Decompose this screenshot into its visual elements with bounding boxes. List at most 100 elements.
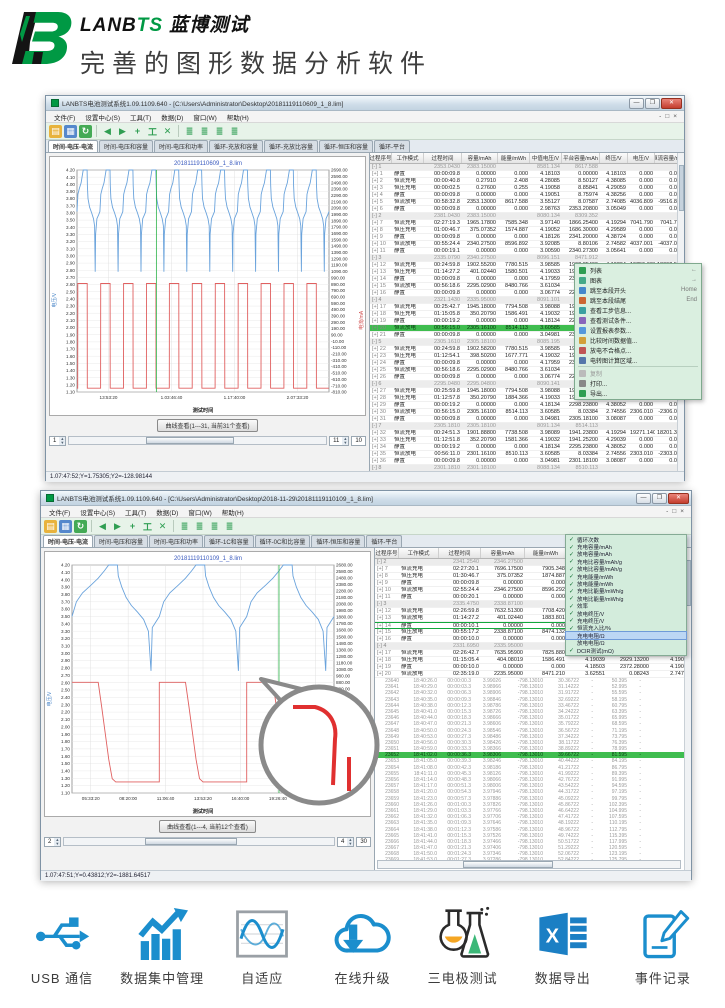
column-header[interactable]: 平台容量/mAh <box>562 153 600 163</box>
tree-toggle[interactable]: [+] 27 <box>372 388 386 394</box>
detail-row[interactable]: 23641 18:40:29.0 00:00:03.3 3.98966 -798.130… <box>375 684 691 691</box>
tree-toggle[interactable]: [+] 1 <box>372 171 383 177</box>
tree-toggle[interactable]: [+] 28 <box>372 395 386 401</box>
column-header[interactable]: 容量/mAh <box>481 548 525 558</box>
detail-row[interactable]: 23640 18:40:26.0 00:00:00.3 3.99026 -798.130… <box>375 678 691 685</box>
tab-4[interactable]: 循环-0C和比容量 <box>254 535 311 547</box>
layout-view-icon[interactable]: ≣ <box>230 125 239 136</box>
tree-toggle[interactable]: [+] 14 <box>372 276 386 282</box>
context-menu-item[interactable]: 跳至本段结尾 End <box>575 295 701 305</box>
context-menu-item[interactable]: 比较时间数据值... <box>575 335 701 345</box>
detail-row[interactable]: 23666 18:41:44.0 00:01:18.3 3.97466 -798.130… <box>375 838 691 846</box>
column-chooser-item[interactable]: ✓ 放电比能量/mWh/g <box>566 595 686 603</box>
minimize-button[interactable]: — <box>636 492 651 504</box>
chart-h-scrollbar[interactable] <box>68 436 328 445</box>
tree-toggle[interactable]: [+] 14 <box>377 623 391 628</box>
child-window-button[interactable]: - <box>666 508 669 515</box>
table-row[interactable]: [-] 3 2335.0790 2340.27500 8096.151 8471.912 <box>370 255 684 262</box>
column-header[interactable]: 电压/V <box>628 153 655 163</box>
table-row[interactable]: [+] 31 静置 00:00:09.8 0.00000 0.000 3.04981 230… <box>370 416 684 423</box>
save-icon[interactable]: ▦ <box>59 519 72 533</box>
column-header[interactable]: 工作模式 <box>399 548 439 558</box>
column-header[interactable]: 过程时间 <box>439 548 481 558</box>
tab-3[interactable]: 循环-1C和容量 <box>204 535 254 547</box>
detail-row[interactable]: 23650 18:40:56.0 00:00:30.3 3.98426 -798.130… <box>375 739 691 747</box>
chart-h-scrollbar[interactable] <box>63 837 335 846</box>
tab-5[interactable]: 循环-恒压和容量 <box>319 140 373 152</box>
scrollbar-thumb[interactable] <box>145 838 237 845</box>
tree-toggle[interactable]: [-] 2 <box>372 213 382 219</box>
tree-toggle[interactable]: [+] 15 <box>377 629 391 635</box>
curve-view-button[interactable]: 曲线查看(1---31, 当前31个查看) <box>157 419 258 432</box>
tree-toggle[interactable]: [+] 10 <box>377 587 391 593</box>
menu-item[interactable]: 设置中心(S) <box>80 509 115 517</box>
column-header[interactable]: 工作模式 <box>392 153 424 163</box>
tree-toggle[interactable]: [+] 35 <box>372 451 386 457</box>
menu-item[interactable]: 窗口(W) <box>193 114 217 122</box>
tree-toggle[interactable]: [-] 7 <box>372 423 382 429</box>
menu-item[interactable]: 工具(T) <box>124 509 147 517</box>
tree-toggle[interactable]: [+] 9 <box>377 580 388 586</box>
tree-toggle[interactable]: [+] 13 <box>377 615 391 621</box>
table-row[interactable]: [-] 8 2301.1810 2301.18100 8088.134 8510.113 <box>370 465 684 471</box>
table-row[interactable]: [+] 32 恒流充电 00:24:51.3 1901.88800 7738.508 3.… <box>370 430 684 437</box>
column-header[interactable]: 终压/V <box>600 153 628 163</box>
tree-toggle[interactable]: [+] 11 <box>372 248 386 254</box>
spinner-arrows[interactable]: ▲ ▼ <box>54 836 61 846</box>
column-header[interactable]: 中值电压/V <box>530 153 562 163</box>
tree-toggle[interactable]: [-] 6 <box>372 381 382 387</box>
column-header[interactable]: 过程序号 <box>375 548 399 558</box>
table-row[interactable]: [+] 11 静置 00:00:19.1 0.00000 0.000 3.00590 234… <box>370 248 684 255</box>
page-spinner-left[interactable]: 2 ▲ ▼ <box>44 836 62 847</box>
detail-row[interactable]: 23646 18:40:44.0 00:00:18.3 3.98666 -798.130… <box>375 715 691 722</box>
tree-toggle[interactable]: [+] 18 <box>377 657 391 663</box>
page-spinner-right[interactable]: 4 ▲ ▼ <box>337 836 355 847</box>
scrollbar-thumb[interactable] <box>679 165 684 211</box>
tree-toggle[interactable]: [+] 30 <box>372 409 386 415</box>
menu-item[interactable]: 帮助(H) <box>221 509 244 517</box>
table-row[interactable]: [-] 2 2381.0430 2383.15000 8080.134 8309.352 <box>370 213 684 220</box>
tree-toggle[interactable]: [+] 32 <box>372 430 386 436</box>
tree-toggle[interactable]: [+] 20 <box>372 325 386 331</box>
tree-toggle[interactable]: [+] 20 <box>377 671 391 677</box>
next-curve-icon[interactable]: ▶ <box>119 125 126 136</box>
detail-row[interactable]: 23659 18:41:23.0 00:00:57.3 3.97886 -798.130… <box>375 795 691 802</box>
tab-4[interactable]: 循环-充放比容量 <box>264 140 318 152</box>
column-chooser-item[interactable]: ✓ 循环次数 <box>566 536 686 544</box>
add-icon[interactable]: + <box>129 521 136 531</box>
table-row[interactable]: [+] 20 恒流放电 02:35:19.0 2235.95000 8471.210 3.… <box>375 671 691 678</box>
tab-0[interactable]: 时间-电压-电流 <box>43 535 93 547</box>
detail-row[interactable]: 23660 18:41:26.0 00:01:00.3 3.97826 -798.130… <box>375 801 691 808</box>
menu-item[interactable]: 帮助(H) <box>226 114 249 122</box>
child-window-button[interactable]: × <box>673 113 677 120</box>
detail-row[interactable]: 23643 18:40:35.0 00:00:09.3 3.98846 -798.130… <box>375 696 691 703</box>
detail-row[interactable]: 23657 18:41:17.0 00:00:51.3 3.98006 -798.130… <box>375 783 691 790</box>
menu-item[interactable]: 文件(F) <box>49 509 71 517</box>
column-header[interactable]: 过程序号 <box>370 153 392 163</box>
detail-row[interactable]: 23664 18:41:38.0 00:01:12.3 3.97586 -798.130… <box>375 826 691 833</box>
context-menu-item[interactable]: 打印... <box>575 378 701 388</box>
table-row[interactable]: [+] 7 恒流充电 02:27:19.3 1965.17800 7585.348 3.9… <box>370 220 684 227</box>
column-chooser-item[interactable]: ✓ 恒流充入比/% <box>566 625 686 633</box>
context-menu-item[interactable]: 设置报表参数... <box>575 325 701 335</box>
detail-row[interactable]: 23658 18:41:20.0 00:00:54.3 3.97946 -798.130… <box>375 789 691 796</box>
table-row[interactable]: [+] 30 恒流放电 00:56:15.0 2305.16100 8514.113 3.… <box>370 409 684 416</box>
detail-row[interactable]: 23665 18:41:41.0 00:01:15.3 3.97526 -798.130… <box>375 832 691 839</box>
column-chooser-item[interactable]: ✓ 放电比容量/mAh/g <box>566 566 686 574</box>
tree-toggle[interactable]: [+] 19 <box>377 664 391 670</box>
tree-toggle[interactable]: [-] 3 <box>372 255 382 261</box>
column-header[interactable]: 恒流容量/mAh <box>655 153 684 163</box>
tree-toggle[interactable]: [+] 9 <box>372 234 383 240</box>
column-header[interactable]: 容量/mAh <box>462 153 498 163</box>
tree-toggle[interactable]: [-] 1 <box>372 164 382 170</box>
grid-view-icon[interactable]: ≣ <box>195 520 204 531</box>
detail-row[interactable]: 23656 18:41:14.0 00:00:48.3 3.98066 -798.130… <box>375 777 691 784</box>
table-row[interactable]: [+] 9 静置 00:00:09.8 0.00000 0.000 4.18126 2341… <box>370 234 684 241</box>
spinner-arrows[interactable]: ▲ ▼ <box>59 435 66 445</box>
tree-toggle[interactable]: [+] 2 <box>372 178 383 184</box>
context-menu-item[interactable]: 查看工步信息... <box>575 305 701 315</box>
tree-toggle[interactable]: [+] 16 <box>372 290 386 296</box>
menu-item[interactable]: 数据(D) <box>161 114 184 122</box>
tree-toggle[interactable]: [+] 18 <box>372 311 386 317</box>
spinner-arrows[interactable]: ▲ ▼ <box>342 435 349 445</box>
